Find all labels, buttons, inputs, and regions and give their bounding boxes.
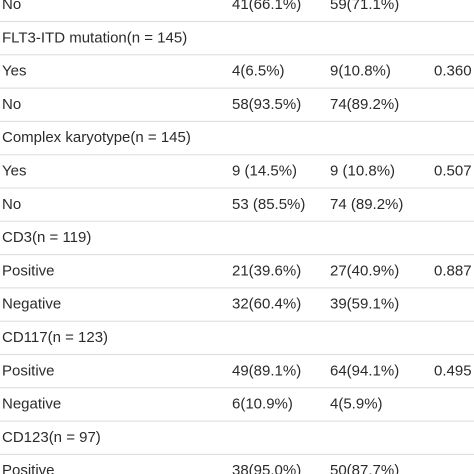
table-cell: 58(93.5%) xyxy=(232,96,301,113)
table-cell: 74 (89.2%) xyxy=(330,196,403,213)
table-cell: 4(5.9%) xyxy=(330,396,383,413)
table-cell: Positive xyxy=(2,362,55,379)
table-cell: 9 (10.8%) xyxy=(330,162,395,179)
table-cell: 27(40.9%) xyxy=(330,262,399,279)
table-cell: Positive xyxy=(2,262,55,279)
table-cell: 41(66.1%) xyxy=(232,0,301,13)
section-label: FLT3-ITD mutation(n = 145) xyxy=(2,29,187,46)
table-cell: Negative xyxy=(2,296,61,313)
table-cell: 4(6.5%) xyxy=(232,63,285,80)
table-cell: 74(89.2%) xyxy=(330,96,399,113)
table-cell: 9(10.8%) xyxy=(330,63,391,80)
section-label: Complex karyotype(n = 145) xyxy=(2,129,191,146)
table-cell: Yes xyxy=(2,162,26,179)
table-cell: 0.887 xyxy=(434,262,472,279)
table-cell: 64(94.1%) xyxy=(330,362,399,379)
table-cell: 0.495 xyxy=(434,362,472,379)
table-cell: No xyxy=(2,196,21,213)
section-label: CD3(n = 119) xyxy=(2,229,91,246)
table-cell: Positive xyxy=(2,462,55,474)
table-cell: 21(39.6%) xyxy=(232,262,301,279)
table-cell: 59(71.1%) xyxy=(330,0,399,13)
table-cell: No xyxy=(2,96,21,113)
table-cell: 49(89.1%) xyxy=(232,362,301,379)
section-label: CD117(n = 123) xyxy=(2,329,108,346)
section-label: CD123(n = 97) xyxy=(2,429,101,446)
table-cell: 50(87.7%) xyxy=(330,462,399,474)
table-cell: 0.507 xyxy=(434,162,472,179)
table-cell: Yes xyxy=(2,63,26,80)
table-cell: 6(10.9%) xyxy=(232,396,293,413)
table-cell: 32(60.4%) xyxy=(232,296,301,313)
table-cell: 39(59.1%) xyxy=(330,296,399,313)
table-cell: 0.360 xyxy=(434,63,472,80)
table-cell: 38(95.0%) xyxy=(232,462,301,474)
table-cell: 53 (85.5%) xyxy=(232,196,305,213)
table-cell: 9 (14.5%) xyxy=(232,162,297,179)
table-cell: Negative xyxy=(2,396,61,413)
table-cell: No xyxy=(2,0,21,13)
